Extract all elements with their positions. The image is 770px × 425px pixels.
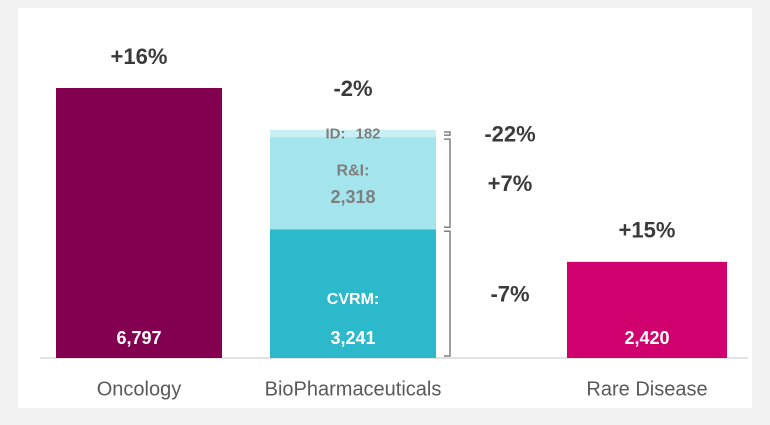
bracket bbox=[444, 230, 451, 357]
bar-segment bbox=[270, 129, 436, 138]
segment-label: ID: 182 bbox=[325, 126, 380, 143]
value-label: 6,797 bbox=[116, 328, 161, 348]
segment-growth: +7% bbox=[488, 171, 533, 196]
bar bbox=[567, 261, 727, 358]
bar bbox=[56, 88, 222, 358]
bracket bbox=[444, 138, 451, 229]
bracket bbox=[444, 131, 451, 136]
segment-name: R&I: bbox=[337, 162, 370, 179]
segment-name: ID: bbox=[325, 126, 345, 143]
x-tick-label: Rare Disease bbox=[586, 378, 707, 400]
segment-value: 182 bbox=[355, 126, 380, 143]
x-tick-label: Oncology bbox=[97, 378, 182, 400]
x-tick-label: BioPharmaceuticals bbox=[265, 378, 442, 400]
growth-label: -2% bbox=[333, 76, 372, 101]
value-label: 2,420 bbox=[624, 328, 669, 348]
growth-label: +16% bbox=[111, 44, 168, 69]
segment-name: CVRM: bbox=[327, 291, 379, 308]
segment-value: 2,318 bbox=[330, 187, 375, 207]
segment-growth: -7% bbox=[490, 281, 529, 306]
bar-segment bbox=[270, 137, 436, 230]
segment-growth: -22% bbox=[484, 121, 535, 146]
bar-segment bbox=[270, 229, 436, 358]
segment-value: 3,241 bbox=[330, 328, 375, 348]
growth-label: +15% bbox=[619, 218, 676, 243]
